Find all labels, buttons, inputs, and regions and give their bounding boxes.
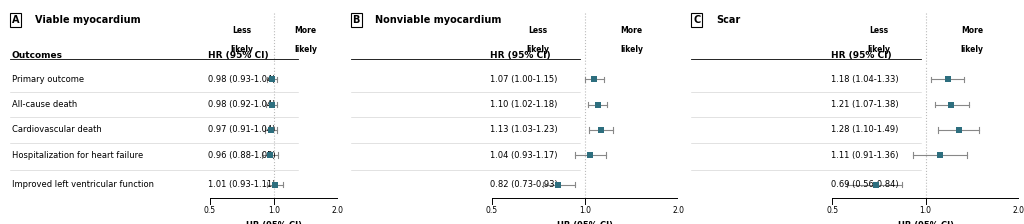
Text: Outcomes: Outcomes <box>12 51 62 60</box>
Text: More: More <box>295 26 316 35</box>
Text: 1.10 (1.02-1.18): 1.10 (1.02-1.18) <box>490 100 557 109</box>
Text: 2.0: 2.0 <box>332 206 344 215</box>
Text: 1.0: 1.0 <box>268 206 280 215</box>
Text: HR (95% CI): HR (95% CI) <box>246 222 302 224</box>
Text: 0.5: 0.5 <box>485 206 498 215</box>
Text: likely: likely <box>621 45 643 54</box>
Text: 0.82 (0.73-0.93): 0.82 (0.73-0.93) <box>490 180 558 189</box>
Text: A: A <box>12 15 19 25</box>
Text: Nonviable myocardium: Nonviable myocardium <box>376 15 502 25</box>
Text: 1.04 (0.93-1.17): 1.04 (0.93-1.17) <box>490 151 557 160</box>
Text: 0.5: 0.5 <box>204 206 216 215</box>
Text: Hospitalization for heart failure: Hospitalization for heart failure <box>12 151 143 160</box>
Text: Primary outcome: Primary outcome <box>12 75 84 84</box>
Text: More: More <box>962 26 983 35</box>
Text: 0.5: 0.5 <box>826 206 839 215</box>
Text: 1.0: 1.0 <box>920 206 932 215</box>
Text: likely: likely <box>526 45 550 54</box>
Text: likely: likely <box>867 45 891 54</box>
Text: HR (95% CI): HR (95% CI) <box>208 51 269 60</box>
Text: 0.97 (0.91-1.04): 0.97 (0.91-1.04) <box>208 125 275 134</box>
Text: Improved left ventricular function: Improved left ventricular function <box>12 180 154 189</box>
Text: Cardiovascular death: Cardiovascular death <box>12 125 101 134</box>
Text: HR (95% CI): HR (95% CI) <box>557 222 613 224</box>
Text: 1.13 (1.03-1.23): 1.13 (1.03-1.23) <box>490 125 558 134</box>
Text: Less: Less <box>232 26 252 35</box>
Text: 0.98 (0.93-1.04): 0.98 (0.93-1.04) <box>208 75 275 84</box>
Text: 1.18 (1.04-1.33): 1.18 (1.04-1.33) <box>830 75 898 84</box>
Text: C: C <box>693 15 700 25</box>
Text: 1.07 (1.00-1.15): 1.07 (1.00-1.15) <box>490 75 557 84</box>
Text: 2.0: 2.0 <box>673 206 684 215</box>
Text: 1.28 (1.10-1.49): 1.28 (1.10-1.49) <box>830 125 898 134</box>
Text: 0.69 (0.56-0.84): 0.69 (0.56-0.84) <box>830 180 898 189</box>
Text: 0.98 (0.92-1.04): 0.98 (0.92-1.04) <box>208 100 275 109</box>
Text: 2.0: 2.0 <box>1013 206 1024 215</box>
Text: HR (95% CI): HR (95% CI) <box>830 51 891 60</box>
Text: 1.0: 1.0 <box>579 206 591 215</box>
Text: Less: Less <box>528 26 548 35</box>
Text: Viable myocardium: Viable myocardium <box>35 15 140 25</box>
Text: B: B <box>352 15 359 25</box>
Text: All-cause death: All-cause death <box>12 100 77 109</box>
Text: HR (95% CI): HR (95% CI) <box>898 222 953 224</box>
Text: likely: likely <box>294 45 317 54</box>
Text: 1.11 (0.91-1.36): 1.11 (0.91-1.36) <box>830 151 898 160</box>
Text: Less: Less <box>869 26 889 35</box>
Text: 0.96 (0.88-1.05): 0.96 (0.88-1.05) <box>208 151 276 160</box>
Text: likely: likely <box>230 45 253 54</box>
Text: More: More <box>621 26 643 35</box>
Text: 1.21 (1.07-1.38): 1.21 (1.07-1.38) <box>830 100 898 109</box>
Text: HR (95% CI): HR (95% CI) <box>490 51 551 60</box>
Text: 1.01 (0.93-1.11): 1.01 (0.93-1.11) <box>208 180 275 189</box>
Text: Scar: Scar <box>716 15 740 25</box>
Text: likely: likely <box>961 45 984 54</box>
